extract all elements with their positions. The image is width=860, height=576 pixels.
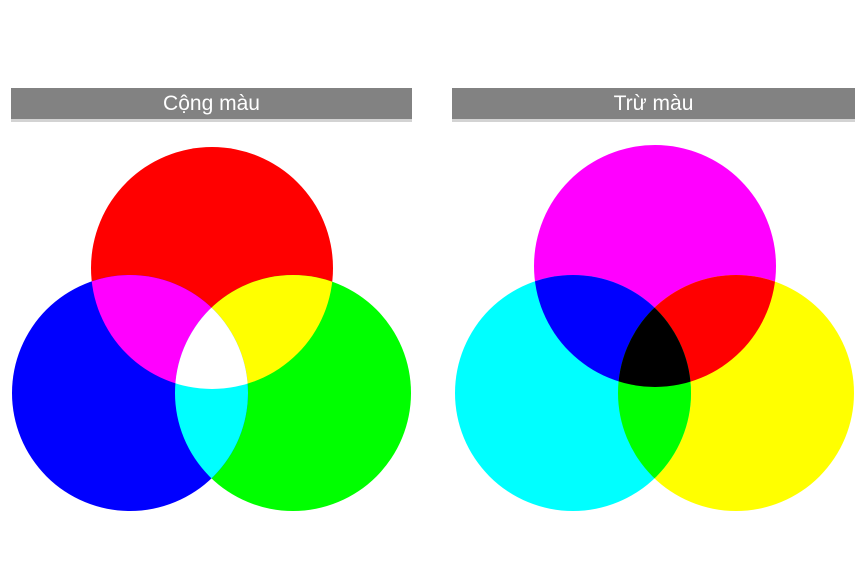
- yellow-overlap: [175, 275, 333, 389]
- magenta-overlap: [91, 275, 248, 389]
- additive-color-title: Cộng màu: [163, 91, 260, 115]
- additive-color-header: Cộng màu: [11, 88, 412, 122]
- additive-diagram: [12, 147, 411, 511]
- red-overlap: [618, 275, 776, 387]
- subtractive-diagram: [455, 145, 854, 511]
- subtractive-color-title: Trừ màu: [613, 91, 694, 115]
- blue-overlap: [534, 275, 691, 387]
- subtractive-color-header: Trừ màu: [452, 88, 855, 122]
